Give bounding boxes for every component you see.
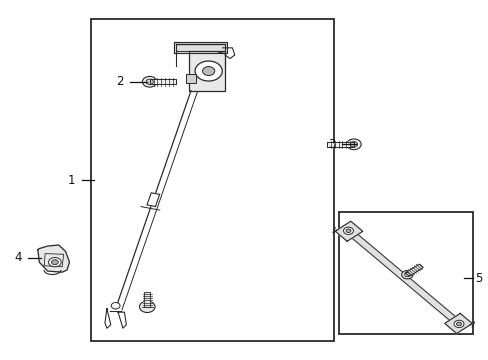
Circle shape <box>139 301 155 312</box>
Polygon shape <box>147 193 160 207</box>
Polygon shape <box>335 221 362 241</box>
Polygon shape <box>105 309 111 328</box>
Circle shape <box>146 79 153 85</box>
Circle shape <box>195 61 222 81</box>
Text: 1: 1 <box>68 174 75 186</box>
Polygon shape <box>326 142 353 147</box>
Bar <box>339 212 472 334</box>
Circle shape <box>142 76 157 87</box>
Polygon shape <box>405 264 423 276</box>
Circle shape <box>48 257 61 267</box>
Text: 3: 3 <box>327 138 335 151</box>
Circle shape <box>346 229 350 233</box>
Polygon shape <box>174 42 227 53</box>
Polygon shape <box>444 314 471 333</box>
Bar <box>91 19 334 341</box>
Polygon shape <box>350 234 456 321</box>
Circle shape <box>343 227 353 234</box>
Text: 4: 4 <box>14 251 22 264</box>
Bar <box>188 51 224 91</box>
Polygon shape <box>149 79 176 84</box>
Circle shape <box>349 141 357 147</box>
Circle shape <box>111 302 120 309</box>
Circle shape <box>51 260 58 265</box>
Polygon shape <box>38 245 69 272</box>
Circle shape <box>456 322 461 326</box>
Circle shape <box>202 67 214 76</box>
Polygon shape <box>144 292 150 307</box>
Circle shape <box>404 273 409 277</box>
Polygon shape <box>118 312 126 328</box>
Text: 5: 5 <box>474 272 482 285</box>
Circle shape <box>346 139 361 150</box>
Bar <box>186 74 196 83</box>
Circle shape <box>453 320 463 328</box>
Circle shape <box>401 270 412 279</box>
Text: 2: 2 <box>116 75 123 88</box>
